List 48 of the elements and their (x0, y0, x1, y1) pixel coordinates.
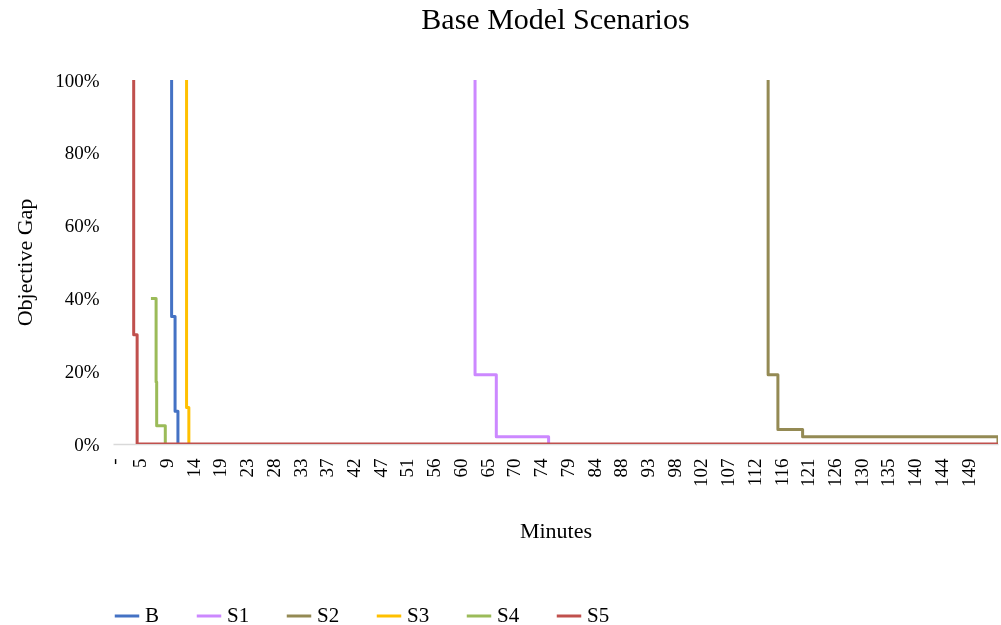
x-tick-label: 37 (316, 458, 338, 478)
x-tick-label: 33 (289, 458, 311, 478)
y-axis-title: Objective Gap (12, 198, 38, 327)
x-tick-label: 98 (663, 458, 685, 478)
x-tick-label: 23 (236, 458, 258, 478)
x-tick-label: 51 (396, 458, 418, 478)
x-tick-label: 84 (583, 458, 605, 478)
x-tick-label: 65 (476, 458, 498, 478)
x-tick-label: 74 (530, 458, 552, 478)
x-tick-label: 14 (182, 458, 204, 478)
x-tick-label: 88 (610, 458, 632, 478)
legend-label: B (145, 603, 160, 625)
chart-title: Base Model Scenarios (421, 2, 690, 35)
x-tick-label: 144 (930, 458, 952, 487)
x-tick-label: 135 (877, 458, 899, 487)
x-tick-label: 116 (770, 458, 792, 487)
x-tick-label: 102 (690, 458, 712, 487)
y-tick-label: 60% (64, 215, 100, 237)
x-tick-label: 70 (503, 458, 525, 478)
y-tick-label: 80% (64, 142, 100, 164)
legend-label: S5 (587, 603, 610, 625)
x-tick-label: 112 (743, 458, 765, 487)
x-tick-label: 140 (904, 458, 926, 487)
legend-label: S4 (497, 603, 520, 625)
x-tick-label: 60 (449, 458, 471, 478)
x-tick-label: 121 (797, 458, 819, 487)
x-tick-label: 79 (556, 458, 578, 478)
x-tick-label: 93 (636, 458, 658, 478)
x-tick-label: 149 (957, 458, 979, 487)
x-tick-label: 9 (155, 458, 177, 468)
legend-label: S2 (317, 603, 340, 625)
y-tick-label: 100% (55, 69, 100, 91)
x-tick-label: 130 (850, 458, 872, 487)
x-tick-label: - (102, 458, 124, 465)
legend-label: S1 (227, 603, 250, 625)
x-tick-label: 126 (824, 458, 845, 487)
x-tick-label: 28 (262, 458, 284, 478)
x-tick-label: 19 (209, 458, 231, 478)
x-tick-label: 56 (423, 458, 445, 478)
y-tick-label: 20% (64, 360, 100, 382)
x-tick-label: 107 (717, 458, 739, 487)
x-axis-title: Minutes (519, 518, 593, 543)
x-tick-label: 42 (343, 458, 364, 478)
x-tick-label: 47 (369, 458, 391, 478)
y-tick-label: 0% (74, 433, 100, 455)
x-tick-label: 5 (129, 458, 151, 468)
y-tick-label: 40% (64, 287, 100, 309)
legend-label: S3 (407, 603, 430, 625)
